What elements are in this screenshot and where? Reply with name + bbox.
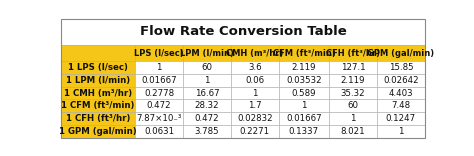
Bar: [231, 112, 279, 125]
Bar: [329, 87, 377, 100]
Text: 0.01667: 0.01667: [141, 76, 177, 85]
Text: 1 LPM (l/min): 1 LPM (l/min): [66, 76, 130, 85]
Text: 15.85: 15.85: [389, 63, 413, 72]
Bar: [135, 74, 183, 87]
Text: 16.67: 16.67: [195, 89, 219, 98]
Bar: [329, 61, 377, 74]
Text: 0.2778: 0.2778: [144, 89, 174, 98]
Text: 1: 1: [350, 114, 356, 123]
Text: 1: 1: [204, 76, 210, 85]
Text: 1 CFM (ft³/min): 1 CFM (ft³/min): [62, 101, 135, 110]
Text: 0.472: 0.472: [147, 101, 172, 110]
Bar: [135, 61, 183, 74]
Bar: [135, 87, 183, 100]
Bar: [377, 45, 425, 61]
Text: 0.1247: 0.1247: [386, 114, 416, 123]
Text: 3.785: 3.785: [195, 127, 219, 136]
Bar: [231, 87, 279, 100]
Text: 1 CFH (ft³/hr): 1 CFH (ft³/hr): [66, 114, 130, 123]
Bar: [183, 100, 231, 112]
Text: 1.7: 1.7: [248, 101, 262, 110]
Text: 35.32: 35.32: [341, 89, 365, 98]
Text: 0.01667: 0.01667: [286, 114, 322, 123]
Bar: [61, 45, 135, 61]
Text: LPM (l/min): LPM (l/min): [180, 49, 234, 58]
Bar: [61, 125, 135, 138]
Text: 0.03532: 0.03532: [286, 76, 322, 85]
Text: 1: 1: [398, 127, 403, 136]
Bar: [279, 74, 329, 87]
Bar: [61, 112, 135, 125]
Text: 3.6: 3.6: [248, 63, 262, 72]
Text: 60: 60: [347, 101, 358, 110]
Bar: [279, 87, 329, 100]
Bar: [279, 125, 329, 138]
Bar: [279, 61, 329, 74]
Bar: [183, 112, 231, 125]
Bar: [183, 61, 231, 74]
Bar: [279, 112, 329, 125]
Bar: [61, 100, 135, 112]
Text: 28.32: 28.32: [195, 101, 219, 110]
Bar: [231, 100, 279, 112]
Bar: [61, 19, 425, 45]
Bar: [135, 45, 183, 61]
Bar: [279, 100, 329, 112]
Text: 2.119: 2.119: [292, 63, 316, 72]
Bar: [231, 61, 279, 74]
Bar: [183, 45, 231, 61]
Bar: [61, 61, 135, 74]
Text: 0.02642: 0.02642: [383, 76, 419, 85]
Bar: [329, 125, 377, 138]
Text: CMH (m³/hr): CMH (m³/hr): [226, 49, 283, 58]
Bar: [377, 61, 425, 74]
Bar: [279, 45, 329, 61]
Text: 0.02832: 0.02832: [237, 114, 273, 123]
Bar: [135, 125, 183, 138]
Text: 1 GPM (gal/min): 1 GPM (gal/min): [59, 127, 137, 136]
Bar: [329, 45, 377, 61]
Text: 1: 1: [252, 89, 258, 98]
Bar: [183, 87, 231, 100]
Text: 7.87×10₋³: 7.87×10₋³: [137, 114, 182, 123]
Text: CFM (ft³/min): CFM (ft³/min): [273, 49, 335, 58]
Text: CFH (ft³/hr): CFH (ft³/hr): [326, 49, 380, 58]
Bar: [135, 100, 183, 112]
Bar: [183, 74, 231, 87]
Text: 0.589: 0.589: [292, 89, 316, 98]
Text: 0.1337: 0.1337: [289, 127, 319, 136]
Bar: [377, 100, 425, 112]
Text: 0.472: 0.472: [195, 114, 219, 123]
Text: 2.119: 2.119: [341, 76, 365, 85]
Bar: [231, 125, 279, 138]
Bar: [61, 74, 135, 87]
Bar: [377, 125, 425, 138]
Bar: [329, 74, 377, 87]
Text: 1 CMH (m³/hr): 1 CMH (m³/hr): [64, 89, 132, 98]
Bar: [135, 112, 183, 125]
Bar: [329, 112, 377, 125]
Text: 127.1: 127.1: [341, 63, 365, 72]
Text: 8.021: 8.021: [341, 127, 365, 136]
Text: 1 LPS (l/sec): 1 LPS (l/sec): [68, 63, 128, 72]
Text: 0.06: 0.06: [246, 76, 264, 85]
Bar: [377, 74, 425, 87]
Bar: [183, 125, 231, 138]
Bar: [377, 112, 425, 125]
Text: 60: 60: [201, 63, 212, 72]
Text: 0.0631: 0.0631: [144, 127, 174, 136]
Text: 7.48: 7.48: [391, 101, 410, 110]
Bar: [61, 87, 135, 100]
Text: Flow Rate Conversion Table: Flow Rate Conversion Table: [139, 25, 346, 38]
Bar: [231, 74, 279, 87]
Text: 4.403: 4.403: [389, 89, 413, 98]
Bar: [377, 87, 425, 100]
Text: LPS (l/sec): LPS (l/sec): [134, 49, 184, 58]
Bar: [231, 45, 279, 61]
Text: 1: 1: [301, 101, 307, 110]
Text: GPM (gal/min): GPM (gal/min): [367, 49, 434, 58]
Bar: [329, 100, 377, 112]
Text: 1: 1: [156, 63, 162, 72]
Text: 0.2271: 0.2271: [240, 127, 270, 136]
